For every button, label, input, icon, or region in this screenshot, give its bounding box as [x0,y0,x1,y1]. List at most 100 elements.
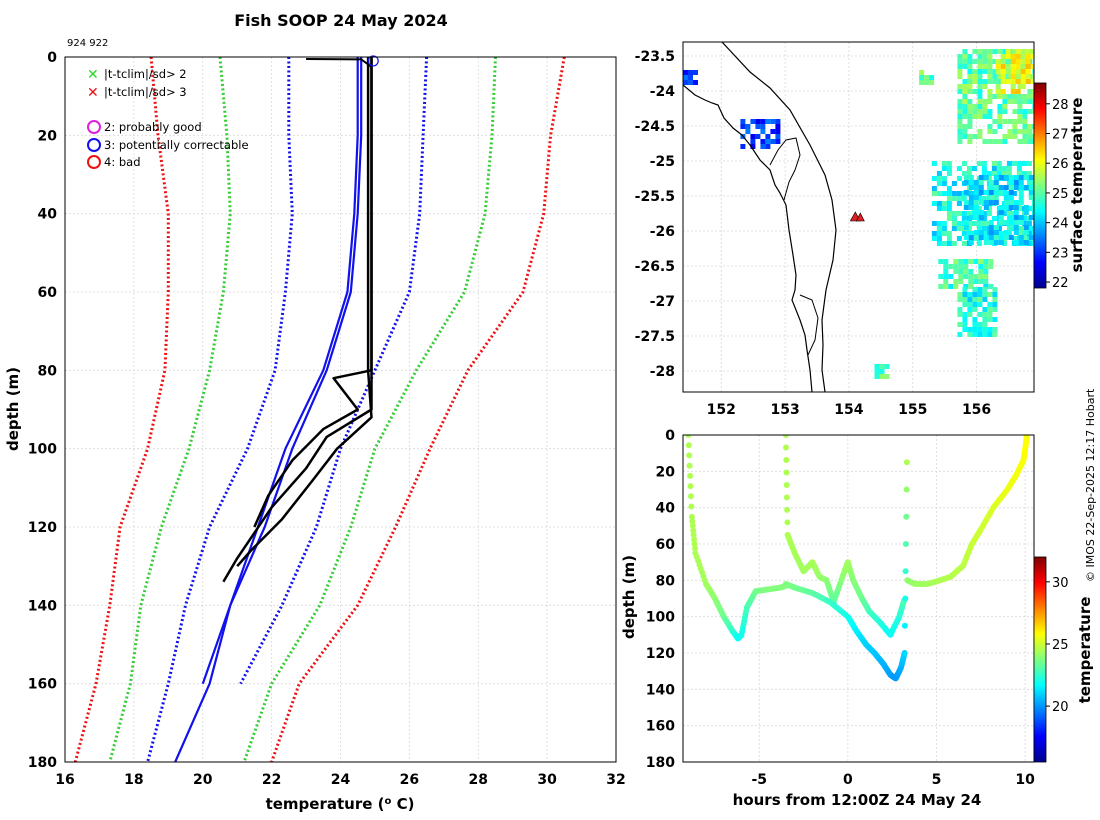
sst-pixel [986,211,992,216]
track-drops [685,435,1030,682]
sst-pixel [968,175,974,180]
sst-pixel [963,259,969,264]
sst-pixel [961,241,967,246]
sst-pixel [967,327,973,332]
sst-pixel [993,200,999,205]
sst-pixel [963,235,969,240]
sst-pixel [931,161,937,166]
colorbar-tick-label: 20 [1052,700,1069,715]
sst-pixel [983,274,989,279]
sst-pixel [1006,231,1012,236]
inlet-path [799,294,819,356]
sst-pixel [963,220,969,225]
y-tick-label: 180 [28,755,57,771]
sst-pixel [972,89,978,94]
sst-pixel [993,235,999,240]
track-ylabel: depth (m) [620,555,638,639]
sst-pixel [1032,139,1034,144]
sst-pixel [946,231,952,236]
sst-pixel [946,196,952,201]
sst-pixel [1021,216,1027,221]
sst-pixel [1012,109,1018,114]
sst-pixel [1021,221,1027,226]
y-tick-label: -23.5 [635,49,675,65]
sst-pixel [982,59,988,64]
sst-pixel [997,79,1003,84]
sst-pixel [1023,230,1029,235]
sst-pixel [997,114,1003,119]
y-tick-label: 120 [646,646,675,662]
cross-icon: ✕ [87,85,99,101]
sst-pixel [1026,161,1032,166]
circle-icon [87,138,101,152]
sst-pixel [967,109,973,114]
sst-pixel [967,84,973,89]
profile-ticks: 16 18 20 22 24 26 28 30 32 0 20 40 60 80 100 120 140 160 1… [28,50,626,788]
x-tick-label: 20 [193,772,213,788]
sst-pixel [931,231,937,236]
sst-pixel [1000,79,1006,84]
sst-pixel [879,369,885,374]
y-tick-label: -27.5 [635,329,675,345]
sst-pixel [943,274,949,279]
sst-pixel [978,190,984,195]
sst-pixel [987,307,993,312]
sst-pixel [962,124,968,129]
sst-pixel [1005,54,1011,59]
sst-pixel [1012,49,1018,54]
sst-pixel [997,124,1003,129]
sst-pixel [988,264,994,269]
xbt-profile-line [236,57,373,568]
sst-pixel [1028,235,1034,240]
sst-pixel [993,240,999,245]
sst-pixel [765,139,771,144]
sst-pixel [1011,161,1017,166]
sst-pixel [972,59,978,64]
sst-pixel [998,235,1004,240]
sst-pixel [1026,231,1032,236]
sst-pixel [957,129,963,134]
sst-pixel [998,240,1004,245]
track-point [783,482,790,488]
track-point [783,469,790,476]
y-tick-label: 60 [656,537,676,553]
sst-pixel [987,69,993,74]
sst-pixel [760,129,766,134]
island-path [721,42,837,392]
profile-ylabel: depth (m) [4,367,22,451]
sst-pixel [992,332,998,337]
sst-pixel [1016,161,1022,166]
drop-site-triangle [855,212,865,222]
sst-pixel [1007,74,1013,79]
colorbar-tick-label: 28 [1052,98,1069,113]
sst-pixel [1032,69,1034,74]
sst-pixel [967,79,973,84]
sst-pixel [968,200,974,205]
sst-pixel [962,94,968,99]
sst-pixel [958,279,964,284]
sst-pixels [683,49,1034,379]
sst-pixel [977,84,983,89]
sst-pixel [1010,84,1016,89]
sst-pixel [755,124,761,129]
sst-pixel [987,129,993,134]
sst-pixel [987,327,993,332]
sst-pixel [775,129,781,134]
sst-pixel [1017,94,1023,99]
sst-pixel [968,195,974,200]
sst-pixel [1015,69,1021,74]
sst-pixel [740,124,746,129]
climatology-band-line [108,57,232,762]
sst-pixel [941,191,947,196]
sst-pixel [1032,109,1034,114]
sst-pixel [978,180,984,185]
sst-pixel [956,166,962,171]
x-tick-label: -5 [751,772,767,788]
track-point [688,503,695,510]
sst-pixel [972,49,978,54]
sst-pixel [1016,166,1022,171]
sst-pixel [981,216,987,221]
sst-pixel [946,186,952,191]
sst-pixel [996,226,1002,231]
sst-pixel [962,129,968,134]
